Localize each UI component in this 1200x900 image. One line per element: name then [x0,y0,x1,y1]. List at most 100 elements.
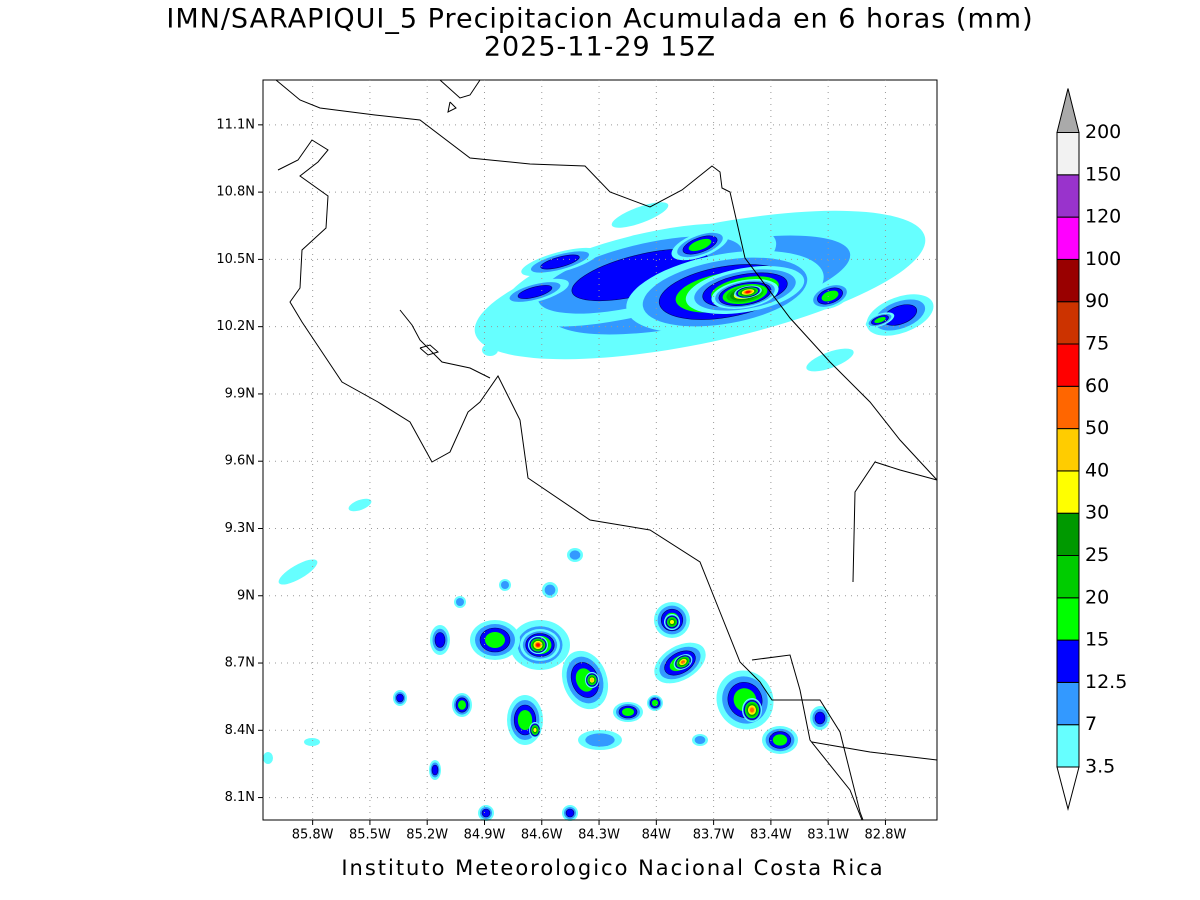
colorbar-label: 30 [1085,502,1109,524]
y-tick-label: 9.3N [225,521,255,536]
colorbar-label: 40 [1085,459,1109,481]
colorbar-box [1056,132,1080,176]
colorbar-lower [1056,766,1080,811]
colorbar-box [1056,639,1080,683]
border [751,654,863,821]
precip-contour [263,752,273,764]
x-tick-label: 84.6W [521,828,563,843]
precipitation-field [263,202,934,821]
x-tick-label: 84.3W [578,828,620,843]
coastline [275,79,938,481]
x-tick-label: 85.2W [406,828,448,843]
y-tick-label: 9N [237,588,255,603]
precip-contour [482,344,498,356]
colorbar-label: 15 [1085,629,1109,651]
y-tick-label: 10.8N [216,185,255,200]
colorbar-box [1056,258,1080,303]
coastline [277,139,864,821]
precip-contour [821,290,839,302]
colorbar-label: 60 [1085,375,1109,397]
precip-contour [348,498,372,512]
precip-contour [278,559,318,585]
precip-contour [536,643,540,647]
precip-contour [533,728,537,732]
precip-contour [611,202,669,228]
x-tick-label: 83.4W [750,828,792,843]
y-tick-label: 8.1N [225,790,255,805]
precip-contour [517,710,533,730]
precip-contour [814,711,826,725]
coastline [419,344,440,356]
colorbar-label: 25 [1085,544,1109,566]
colorbar-label: 120 [1085,206,1121,228]
precip-contour [569,550,581,560]
y-tick-label: 10.5N [216,252,255,267]
coastline [399,309,491,379]
coastline [439,79,481,99]
colorbar-label: 75 [1085,333,1109,355]
colorbar-box [1056,301,1080,345]
y-tick-label: 11.1N [216,117,255,132]
colorbar-box [1056,512,1080,557]
y-tick-label: 9.6N [225,454,255,469]
plot-frame [262,79,938,821]
precip-contour [396,693,404,703]
y-tick-label: 10.2N [216,319,255,334]
precip-contour [874,316,886,324]
colorbar-label: 20 [1085,586,1109,608]
precip-contour [750,707,754,713]
coastline [447,101,457,113]
precip-contour [540,254,580,270]
precip-contour [501,581,509,589]
coastlines [275,79,938,821]
colorbar-box [1056,343,1080,387]
colorbar-box [1056,470,1080,514]
precip-contour [565,808,575,818]
coastline [811,741,938,761]
subtitle: 2025-11-29 15Z [484,32,716,63]
y-tick-label: 9.9N [225,386,255,401]
footer: Instituto Meteorologico Nacional Costa R… [341,856,884,880]
precip-contour [694,736,706,744]
precip-contour [431,764,439,776]
colorbar-label: 200 [1085,121,1121,143]
precip-contour [622,708,634,716]
colorbar-box [1056,555,1080,599]
colorbar-label: 7 [1085,713,1097,735]
precip-contour [670,620,674,624]
precip-contour [434,632,446,648]
x-tick-label: 82.8W [865,828,907,843]
colorbar-label: 100 [1085,248,1121,270]
title: IMN/SARAPIQUI_5 Precipitacion Acumulada … [166,4,1033,35]
colorbar-box [1056,174,1080,218]
x-tick-label: 84.9W [464,828,506,843]
precip-contour [458,700,466,710]
colorbar-box [1056,428,1080,472]
colorbar-box [1056,597,1080,641]
precip-contour [745,290,751,294]
colorbar-box [1056,385,1080,430]
coastline [852,461,938,583]
colorbar-label: 50 [1085,417,1109,439]
colorbar-label: 90 [1085,290,1109,312]
colorbar-box [1056,216,1080,260]
x-tick-label: 83.1W [807,828,849,843]
colorbar-label: 12.5 [1085,671,1127,693]
precip-contour [772,734,788,746]
x-tick-label: 84W [642,828,672,843]
precip-contour [481,808,491,818]
precip-contour [590,678,594,682]
y-tick-label: 8.7N [225,656,255,671]
colorbar-upper [1056,88,1080,133]
precip-contour [806,348,854,372]
x-tick-label: 83.7W [693,828,735,843]
colorbar-label: 3.5 [1085,756,1115,778]
precip-contour [544,584,556,596]
precip-contour [517,285,553,299]
precip-contour [485,632,505,648]
x-tick-label: 85.8W [292,828,334,843]
colorbar-box [1056,724,1080,768]
colorbar-box [1056,681,1080,726]
precip-contour [304,738,320,746]
